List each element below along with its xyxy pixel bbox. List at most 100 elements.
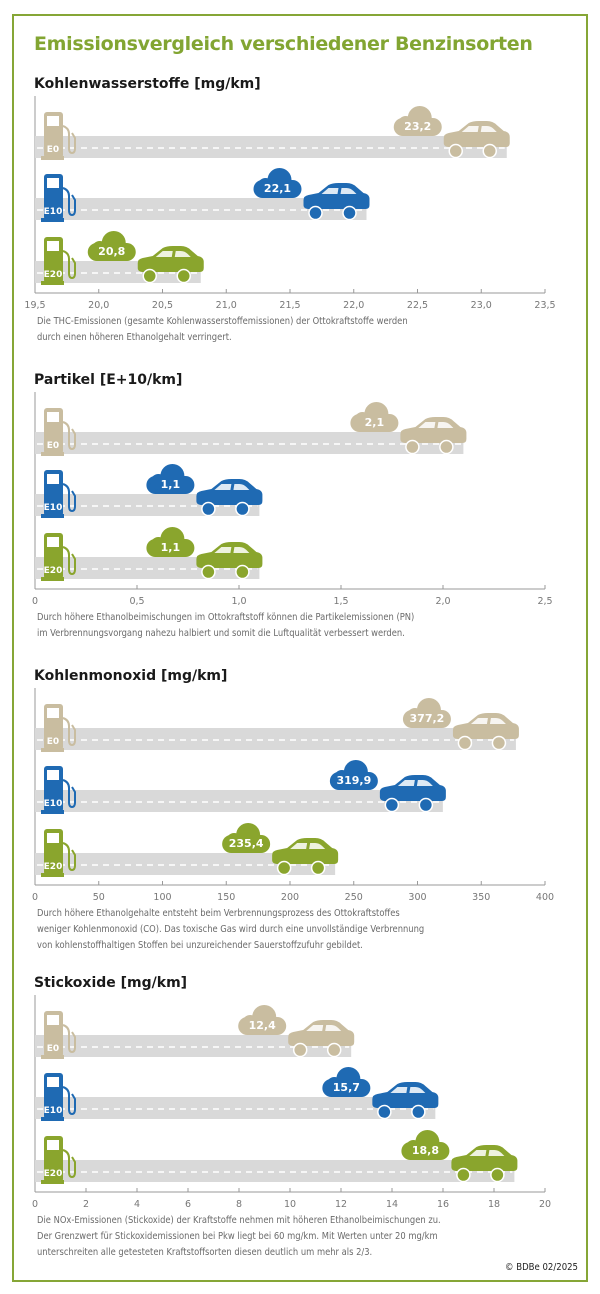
x-tick-label: 400 xyxy=(536,892,554,903)
car-windows xyxy=(470,718,506,724)
cloud-puff xyxy=(150,537,167,553)
car-windows xyxy=(397,780,433,786)
car-wheel xyxy=(439,439,454,455)
value-label: 319,9 xyxy=(336,774,371,787)
fuel-pump-icon: E20 xyxy=(41,237,76,285)
cloud-puff xyxy=(405,1140,422,1156)
x-tick-label: 10 xyxy=(284,1199,296,1210)
car-wheel xyxy=(292,1042,308,1058)
cloud-icon: 20,8 xyxy=(87,231,136,261)
cloud-icon: 22,1 xyxy=(253,168,302,198)
chart-caption: Die NOx-Emissionen (Stickoxide) der Kraf… xyxy=(37,1213,441,1261)
cloud-icon: 1,1 xyxy=(146,527,195,557)
bar xyxy=(35,853,336,875)
chart-caption: Durch höhere Ethanolgehalte entsteht bei… xyxy=(37,906,424,954)
cloud-icon: 15,7 xyxy=(322,1067,371,1097)
value-label: 18,8 xyxy=(412,1144,439,1157)
car-body xyxy=(196,479,263,505)
pump-hose xyxy=(62,1086,76,1116)
car-wheel xyxy=(384,797,400,813)
pump-screen xyxy=(47,1015,59,1025)
cloud-puff xyxy=(242,1015,259,1031)
cloud-puff xyxy=(397,116,414,132)
fuel-label: E10 xyxy=(44,1106,63,1116)
car-body xyxy=(443,121,510,147)
chart-svg: E0 23,2 E10 22,1 E20 20,8 19,5 20,0 20,5 21,0 21,5… xyxy=(24,96,556,311)
x-tick-label: 21,5 xyxy=(279,300,300,311)
bar xyxy=(35,1160,515,1182)
x-tick-label: 20,0 xyxy=(88,300,109,311)
car-windows xyxy=(214,547,250,553)
value-label: 2,1 xyxy=(365,416,385,429)
pump-screen xyxy=(47,412,59,422)
car-windows xyxy=(418,422,454,428)
car-body xyxy=(137,246,204,272)
cloud-icon: 319,9 xyxy=(329,760,378,790)
pump-hose xyxy=(62,842,76,872)
copyright: © BDBe 02/2025 xyxy=(504,1262,578,1273)
car-wheel xyxy=(201,564,216,580)
fuel-pump-icon: E10 xyxy=(41,174,76,222)
car-body xyxy=(288,1020,355,1046)
car-wheel xyxy=(326,1042,342,1058)
cloud-puff xyxy=(333,770,350,786)
x-tick-label: 150 xyxy=(217,892,235,903)
caption-line: Durch höhere Ethanolgehalte entsteht bei… xyxy=(37,908,400,919)
fuel-pump-icon: E10 xyxy=(41,766,76,814)
car-icon xyxy=(288,1020,355,1058)
car-wheel xyxy=(308,205,323,221)
car-wheel xyxy=(176,268,191,284)
fuel-label: E0 xyxy=(47,737,59,747)
car-wheel xyxy=(456,1167,471,1183)
cloud-puff xyxy=(257,178,274,194)
car-windows xyxy=(390,1087,426,1093)
cloud-puff xyxy=(150,474,167,490)
chart-particles: Partikel [E+10/km] E0 2,1 E10 1,1 E20 1,1 0 0,5… xyxy=(0,370,600,670)
value-label: 20,8 xyxy=(98,245,125,258)
car-windows xyxy=(469,1150,505,1156)
fuel-pump-icon: E10 xyxy=(41,470,76,518)
fuel-label: E0 xyxy=(47,145,59,155)
fuel-label: E20 xyxy=(44,566,63,576)
cloud-puff xyxy=(91,241,108,257)
car-windows xyxy=(214,484,250,490)
car-body xyxy=(372,1082,439,1108)
chart-hydrocarbons: Kohlenwasserstoffe [mg/km] E0 23,2 E10 22,1… xyxy=(0,74,600,374)
car-windows xyxy=(155,251,191,257)
bar-row-e20: E20 20,8 xyxy=(35,231,204,285)
value-label: 22,1 xyxy=(264,182,291,195)
fuel-label: E10 xyxy=(44,207,63,217)
fuel-label: E0 xyxy=(47,441,59,451)
car-wheel xyxy=(235,501,250,517)
bar-row-e0: E0 12,4 xyxy=(35,1005,355,1059)
pump-hose xyxy=(62,779,76,809)
fuel-label: E10 xyxy=(44,799,63,809)
x-tick-label: 20,5 xyxy=(152,300,173,311)
car-wheel xyxy=(411,1104,426,1120)
pump-hose xyxy=(62,546,76,576)
bar xyxy=(35,432,464,454)
bar-row-e20: E20 235,4 xyxy=(35,823,339,877)
pump-hose xyxy=(62,483,76,513)
car-icon xyxy=(196,479,263,517)
bar xyxy=(35,790,443,812)
caption-line: weniger Kohlenmonoxid (CO). Das toxische… xyxy=(37,924,425,935)
bar xyxy=(35,728,516,750)
cloud-icon: 2,1 xyxy=(350,402,399,432)
car-windows xyxy=(306,1025,342,1031)
x-tick-label: 22,5 xyxy=(407,300,428,311)
x-tick-label: 0 xyxy=(32,596,38,607)
car-wheel xyxy=(448,143,463,159)
x-tick-label: 2,0 xyxy=(435,596,450,607)
car-wheel xyxy=(491,735,507,751)
pump-hose xyxy=(62,717,76,747)
car-wheel xyxy=(235,564,250,580)
value-label: 12,4 xyxy=(249,1019,276,1032)
car-icon xyxy=(196,542,263,580)
x-tick-label: 200 xyxy=(281,892,299,903)
chart-carbon-monoxide: Kohlenmonoxid [mg/km] E0 377,2 E10 319,9 E20… xyxy=(0,666,600,966)
car-windows xyxy=(290,843,326,849)
car-body xyxy=(303,183,370,209)
chart-caption: Durch höhere Ethanolbeimischungen im Ott… xyxy=(37,610,414,642)
x-tick-label: 2,5 xyxy=(537,596,552,607)
